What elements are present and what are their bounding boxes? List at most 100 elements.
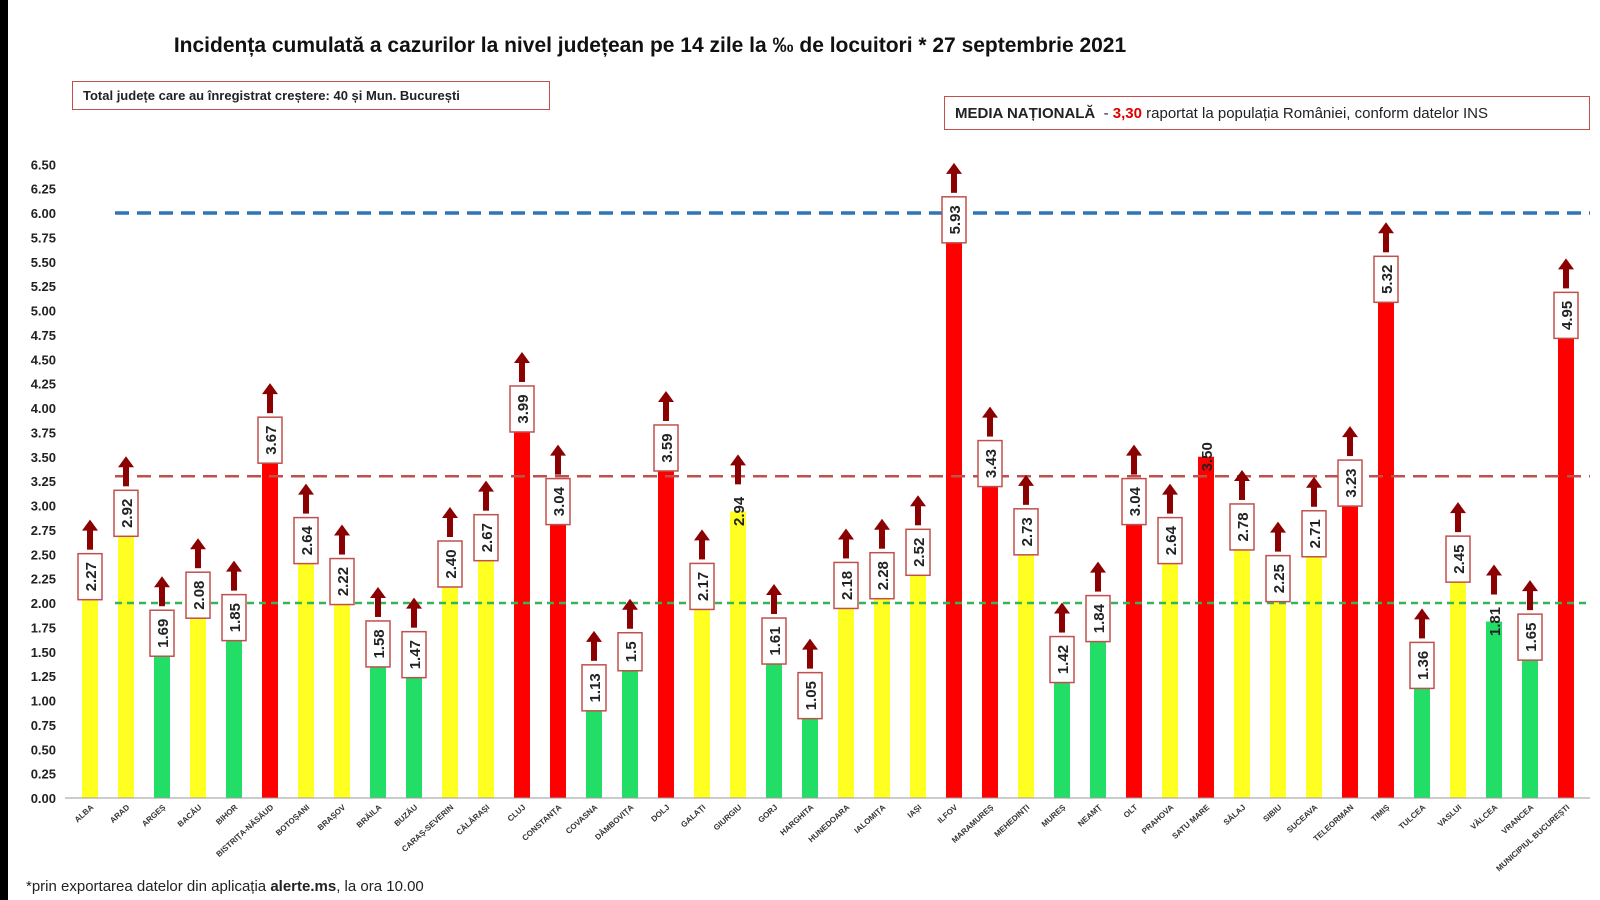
increase-arrow-shaft (483, 489, 489, 511)
bar (1126, 501, 1142, 798)
value-label-box (869, 551, 895, 600)
bar (334, 581, 350, 798)
increase-arrow-head (226, 560, 242, 572)
increase-arrow-head (370, 586, 386, 598)
increase-arrow-head (910, 495, 926, 507)
value-label: 2.40 (443, 549, 460, 578)
bar (514, 408, 530, 798)
left-edge-bar (0, 0, 8, 900)
y-tick-label: 6.50 (31, 157, 56, 172)
bar (1558, 315, 1574, 798)
x-category-label: GALAȚI (679, 803, 707, 830)
increase-arrow-head (694, 529, 710, 541)
increase-arrow-head (514, 351, 530, 363)
increase-arrow-shaft (1311, 485, 1317, 507)
x-category-label: IAȘI (906, 803, 924, 820)
value-label: 1.58 (371, 629, 388, 658)
value-label: 2.28 (875, 561, 892, 590)
increase-arrow-head (658, 390, 674, 402)
increase-arrow-shaft (375, 595, 381, 617)
increase-arrow-shaft (1059, 611, 1065, 633)
value-label-box (1157, 516, 1183, 565)
value-label: 2.73 (1019, 517, 1036, 546)
value-label-box (221, 593, 247, 642)
increase-arrow-head (730, 454, 746, 466)
value-label: 1.13 (587, 673, 604, 702)
increase-arrow-shaft (951, 171, 957, 193)
x-category-label: BRAȘOV (316, 802, 348, 832)
bar (730, 511, 746, 798)
y-tick-label: 5.25 (31, 279, 56, 294)
y-tick-label: 2.25 (31, 572, 56, 587)
national-average-note: raportat la populația României, conform … (1141, 105, 1488, 122)
footnote-app-name: alerte.ms (270, 878, 337, 895)
y-tick-label: 5.00 (31, 304, 56, 319)
bar (442, 564, 458, 798)
bar (1414, 665, 1430, 798)
x-category-label: MUNICIPIUL BUCUREȘTI (1494, 803, 1571, 874)
y-tick-label: 4.25 (31, 377, 56, 392)
increase-arrow-head (1342, 426, 1358, 438)
bar (910, 552, 926, 798)
value-label-box (1049, 635, 1075, 684)
increase-arrow-shaft (231, 569, 237, 591)
value-label-box (437, 540, 463, 588)
value-label: 3.23 (1343, 468, 1360, 497)
increase-arrow-shaft (1347, 435, 1353, 457)
value-label-box (149, 609, 175, 657)
value-label: 2.22 (335, 567, 352, 596)
value-label: 5.93 (947, 205, 964, 234)
value-label: 3.04 (551, 486, 568, 516)
x-category-label: IALOMIȚA (853, 803, 888, 836)
value-label: 1.42 (1055, 645, 1072, 674)
bar (1018, 531, 1034, 798)
bar (118, 513, 134, 798)
increase-arrow-shaft (1491, 573, 1497, 595)
x-category-label: GORJ (756, 803, 779, 825)
value-label: 3.67 (263, 426, 280, 455)
increase-arrow-head (1234, 469, 1250, 481)
y-tick-label: 0.75 (31, 718, 56, 733)
national-average-box: MEDIA NAȚIONALĂ - 3,30 raportat la popul… (944, 96, 1590, 130)
value-label-box (1409, 641, 1435, 690)
increase-arrow-shaft (663, 399, 669, 421)
increase-arrow-shaft (843, 537, 849, 559)
value-label: 3.43 (983, 449, 1000, 478)
x-category-label: SATU MARE (1170, 802, 1211, 841)
value-label-box (365, 620, 391, 668)
value-label: 3.59 (659, 433, 676, 462)
x-category-label: BOTOȘANI (274, 803, 311, 838)
increase-arrow-shaft (699, 538, 705, 560)
y-tick-label: 4.00 (31, 401, 56, 416)
value-label: 2.94 (731, 496, 748, 526)
value-label: 1.61 (767, 626, 784, 655)
x-category-label: VÂLCEA (1469, 803, 1500, 832)
increase-arrow-shaft (771, 593, 777, 615)
value-labels: 2.27 2.92 1.69 2.08 1.85 3.67 2.64 2.22 1.58 1.47… (77, 196, 1579, 720)
value-label: 3.99 (515, 394, 532, 423)
increase-arrow-head (550, 444, 566, 456)
increase-arrow-shaft (1419, 617, 1425, 639)
increase-arrow-shaft (159, 585, 165, 607)
increase-arrow-head (1270, 521, 1286, 533)
value-label: 2.25 (1271, 564, 1288, 593)
x-category-label: SIBIU (1261, 803, 1283, 824)
x-category-label: CONSTANȚA (520, 803, 563, 843)
value-label: 1.36 (1415, 651, 1432, 680)
x-category-label: SUCEAVA (1285, 803, 1319, 835)
increase-arrow-shaft (267, 392, 273, 414)
value-label: 2.08 (191, 581, 208, 610)
value-label: 1.81 (1487, 607, 1504, 636)
value-label-box (761, 617, 787, 665)
x-category-label: MUREȘ (1040, 802, 1068, 828)
value-label: 2.52 (911, 538, 928, 567)
increase-arrow-head (1018, 474, 1034, 486)
increase-arrow-head (1162, 483, 1178, 495)
increase-arrow-shaft (915, 504, 921, 526)
y-axis: 0.00 0.25 0.50 0.75 1.00 1.25 1.50 1.75 2.00 2.25… (31, 157, 1590, 806)
increase-arrow-shaft (879, 527, 885, 549)
x-category-label: DÂMBOVIȚA (593, 803, 635, 842)
bar (838, 585, 854, 798)
bar (1198, 456, 1214, 798)
bar (1450, 559, 1466, 798)
